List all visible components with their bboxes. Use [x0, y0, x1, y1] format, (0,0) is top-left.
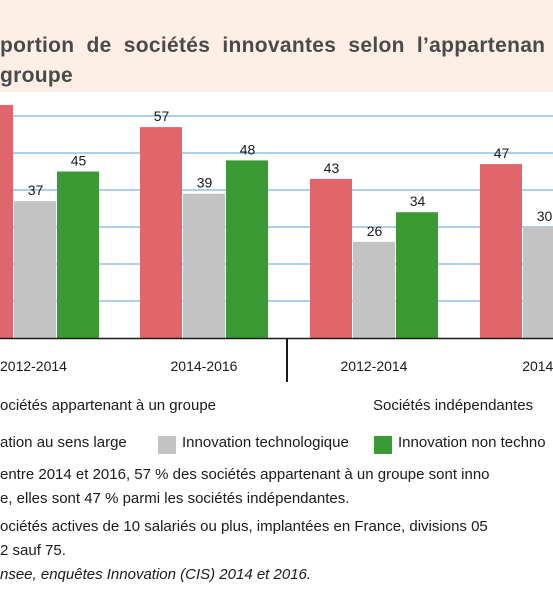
chart-title-line-2: groupe	[0, 64, 73, 87]
group-label-groupe: ociétés appartenant à un groupe	[0, 397, 216, 414]
data-label-large: 43	[324, 160, 340, 176]
data-label-large: 47	[494, 145, 510, 161]
data-label-large: 57	[154, 108, 170, 124]
bar-non-techno	[226, 160, 268, 338]
bar-large	[0, 104, 13, 339]
note-line-2: e, elles sont 47 % parmi les sociétés in…	[0, 490, 350, 507]
data-label-technologique: 37	[28, 182, 44, 198]
bar-technologique	[14, 201, 56, 338]
data-label-technologique: 39	[197, 175, 213, 191]
bar-technologique	[523, 227, 553, 338]
legend-label-large: ation au sens large	[0, 434, 127, 451]
bar-large	[310, 178, 352, 338]
bar-technologique	[353, 241, 395, 338]
data-label-technologique: 26	[367, 223, 383, 239]
data-label-non-techno: 45	[71, 153, 87, 169]
data-label-non-techno: 48	[240, 141, 256, 157]
bar-large	[140, 127, 182, 338]
legend-swatch-non-techno	[374, 436, 392, 454]
chart-title-line-1: portion de sociétés innovantes selon l’a…	[0, 34, 546, 57]
title-box	[0, 0, 553, 92]
x-tick-label: 2012-2014	[0, 358, 67, 374]
bar-large	[480, 164, 522, 338]
bar-non-techno	[57, 171, 99, 338]
group-label-independantes: Sociétés indépendantes	[373, 397, 534, 414]
legend-swatch-technologique	[158, 436, 176, 454]
note-line-4: 2 sauf 75.	[0, 542, 66, 559]
legend-label-non-techno: Innovation non techno	[398, 434, 546, 451]
note-line-3: ociétés actives de 10 salariés ou plus, …	[0, 518, 488, 535]
data-label-non-techno: 34	[410, 193, 426, 209]
x-tick-label: 2012-2014	[341, 358, 408, 374]
bar-technologique	[183, 193, 225, 338]
source-line: nsee, enquêtes Innovation (CIS) 2014 et …	[0, 566, 312, 583]
bar-chart: 37 45 2012-2014 57 39 48 2014-2016 43 26 34 2012-2…	[0, 104, 553, 382]
x-tick-label: 2014-2	[522, 358, 553, 374]
x-tick-label: 2014-2016	[171, 358, 238, 374]
note-line-1: entre 2014 et 2016, 57 % des sociétés ap…	[0, 466, 490, 483]
legend-label-technologique: Innovation technologique	[182, 434, 349, 451]
bar-non-techno	[396, 212, 438, 338]
data-label-technologique: 30	[537, 208, 553, 224]
